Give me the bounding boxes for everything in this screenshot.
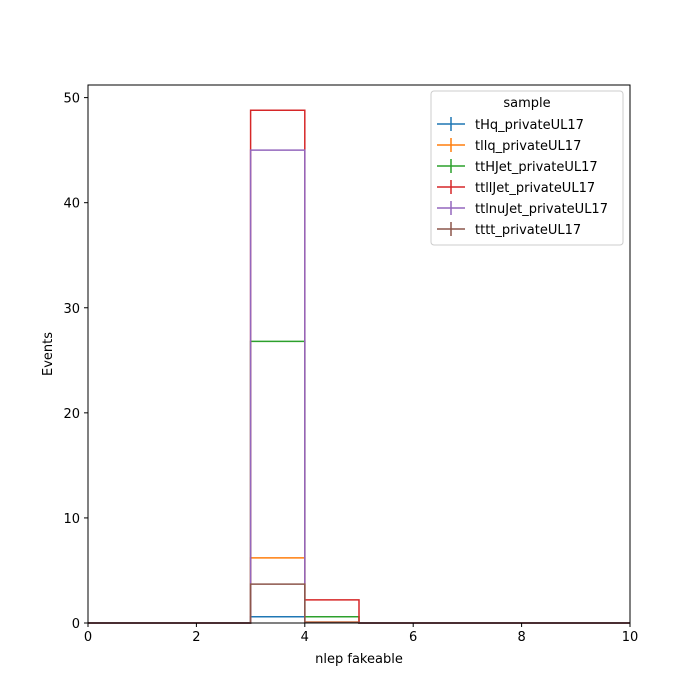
legend: sample tHq_privateUL17 tllq_privateUL17tt… bbox=[430, 90, 624, 246]
y-tick-label: 20 bbox=[63, 407, 80, 422]
legend-item: tllq_privateUL17 bbox=[437, 138, 581, 154]
x-tick-label: 2 bbox=[192, 630, 200, 645]
y-tick-label: 50 bbox=[63, 92, 80, 107]
legend-item: tHq_privateUL17 bbox=[437, 117, 584, 133]
y-axis-label: Events bbox=[41, 332, 56, 376]
x-tick-label: 10 bbox=[622, 630, 639, 645]
x-tick-label: 0 bbox=[84, 630, 92, 645]
x-tick-label: 8 bbox=[517, 630, 525, 645]
series-line-2 bbox=[88, 340, 630, 624]
legend-label: tllq_privateUL17 bbox=[475, 139, 581, 154]
legend-item: ttlnuJet_privateUL17 bbox=[437, 201, 608, 217]
ticks-layer: 0 2 4 6 8 10 0 10 20 30 40 50 bbox=[63, 92, 638, 645]
y-tick-label: 0 bbox=[72, 617, 80, 632]
legend-title: sample bbox=[503, 96, 550, 111]
plot-frame bbox=[87, 84, 631, 624]
legend-label: ttlnuJet_privateUL17 bbox=[475, 202, 608, 217]
y-tick-label: 30 bbox=[63, 302, 80, 317]
legend-box bbox=[430, 90, 624, 246]
x-axis-label: nlep fakeable bbox=[315, 652, 403, 667]
y-tick-label: 10 bbox=[63, 512, 80, 527]
legend-label: tHq_privateUL17 bbox=[475, 118, 584, 133]
x-tick-label: 4 bbox=[301, 630, 309, 645]
legend-item: ttHJet_privateUL17 bbox=[437, 159, 598, 175]
y-tick-label: 40 bbox=[63, 197, 80, 212]
legend-label: tttt_privateUL17 bbox=[475, 223, 581, 238]
legend-label: ttllJet_privateUL17 bbox=[475, 181, 595, 196]
legend-item: ttllJet_privateUL17 bbox=[437, 180, 595, 196]
legend-items: tHq_privateUL17 tllq_privateUL17 ttHJet_pr… bbox=[437, 117, 608, 238]
legend-label: ttHJet_privateUL17 bbox=[475, 160, 598, 175]
legend-item: tttt_privateUL17 bbox=[437, 222, 581, 238]
x-tick-label: 6 bbox=[409, 630, 417, 645]
